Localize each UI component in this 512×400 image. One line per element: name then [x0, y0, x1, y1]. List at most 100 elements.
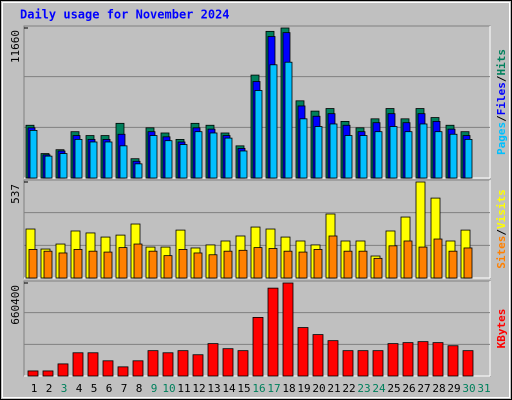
bar [43, 250, 53, 279]
x-tick-label: 24 [372, 382, 386, 395]
y-tick-label: 537 [9, 184, 22, 204]
bar [372, 350, 384, 377]
bar [329, 123, 338, 179]
bar [28, 248, 38, 279]
chart-title: Daily usage for November 2024 [20, 8, 230, 22]
bar [74, 139, 83, 179]
bar [57, 363, 69, 377]
bar [177, 350, 189, 377]
x-tick-label: 7 [121, 382, 128, 395]
x-tick-label: 3 [61, 382, 68, 395]
bar [238, 249, 248, 279]
bar [119, 145, 128, 179]
bar [73, 248, 83, 279]
x-tick-label: 30 [462, 382, 475, 395]
bar [208, 254, 218, 279]
bar [387, 343, 399, 377]
bar [284, 61, 293, 179]
bar [417, 341, 429, 377]
bar [192, 354, 204, 377]
bar [344, 135, 353, 179]
x-tick-label: 4 [76, 382, 83, 395]
bar [118, 247, 128, 279]
bar [359, 135, 368, 179]
bar [404, 131, 413, 179]
legend: KBytes [495, 309, 508, 349]
x-tick-label: 28 [432, 382, 445, 395]
bar [27, 370, 39, 377]
x-tick-label: 20 [312, 382, 325, 395]
bar [358, 250, 368, 279]
bar [103, 251, 113, 279]
y-tick-label: 660400 [9, 285, 22, 325]
legend-entry: Pages [495, 122, 508, 155]
bar [268, 248, 278, 279]
bar [194, 131, 203, 179]
bar [432, 342, 444, 377]
bar [267, 287, 279, 377]
x-tick-label: 6 [106, 382, 113, 395]
bar [434, 131, 443, 179]
bar [328, 235, 338, 279]
x-tick-label: 25 [387, 382, 400, 395]
x-tick-label: 27 [417, 382, 430, 395]
bar [89, 141, 98, 179]
bar [224, 137, 233, 179]
bar [134, 163, 143, 179]
bar [283, 250, 293, 279]
bar [298, 251, 308, 279]
bar [163, 255, 173, 279]
bar [148, 250, 158, 279]
legend-entry: Sites [495, 236, 508, 269]
bar [207, 343, 219, 377]
bar [314, 126, 323, 179]
x-tick-label: 5 [91, 382, 98, 395]
x-tick-label: 2 [46, 382, 53, 395]
bar [327, 340, 339, 377]
x-tick-label: 22 [342, 382, 355, 395]
bar [254, 90, 263, 179]
bar [133, 243, 143, 279]
x-tick-label: 12 [192, 382, 205, 395]
x-tick-label: 11 [177, 382, 190, 395]
x-tick-label: 31 [477, 382, 490, 395]
x-tick-label: 29 [447, 382, 460, 395]
bar [209, 132, 218, 179]
bar [72, 352, 84, 377]
bar [269, 64, 278, 179]
bar [164, 140, 173, 179]
bar [373, 257, 383, 279]
x-tick-label: 19 [297, 382, 310, 395]
bar [252, 317, 264, 377]
bar [448, 250, 458, 279]
x-tick-label: 10 [162, 382, 175, 395]
legend-entry: KBytes [495, 309, 508, 349]
bar [403, 240, 413, 279]
bar [104, 141, 113, 179]
x-tick-label: 14 [222, 382, 236, 395]
bar [179, 144, 188, 179]
bar [297, 327, 309, 377]
bar [343, 250, 353, 279]
bar [117, 366, 129, 377]
y-tick-label: 11660 [9, 30, 22, 63]
bar [149, 135, 158, 179]
x-tick-label: 15 [237, 382, 250, 395]
legend: Sites/Visits [495, 189, 508, 269]
bar [44, 155, 53, 179]
bar [418, 246, 428, 279]
x-tick-label: 26 [402, 382, 415, 395]
bar [419, 123, 428, 179]
bar [162, 352, 174, 377]
x-tick-label: 21 [327, 382, 340, 395]
x-tick-label: 8 [136, 382, 143, 395]
bar [223, 250, 233, 279]
bar [389, 126, 398, 179]
bar [402, 342, 414, 377]
legend-entry: Hits [495, 49, 508, 76]
bar [178, 248, 188, 279]
legend-separator: / [495, 115, 508, 122]
bar [312, 334, 324, 377]
